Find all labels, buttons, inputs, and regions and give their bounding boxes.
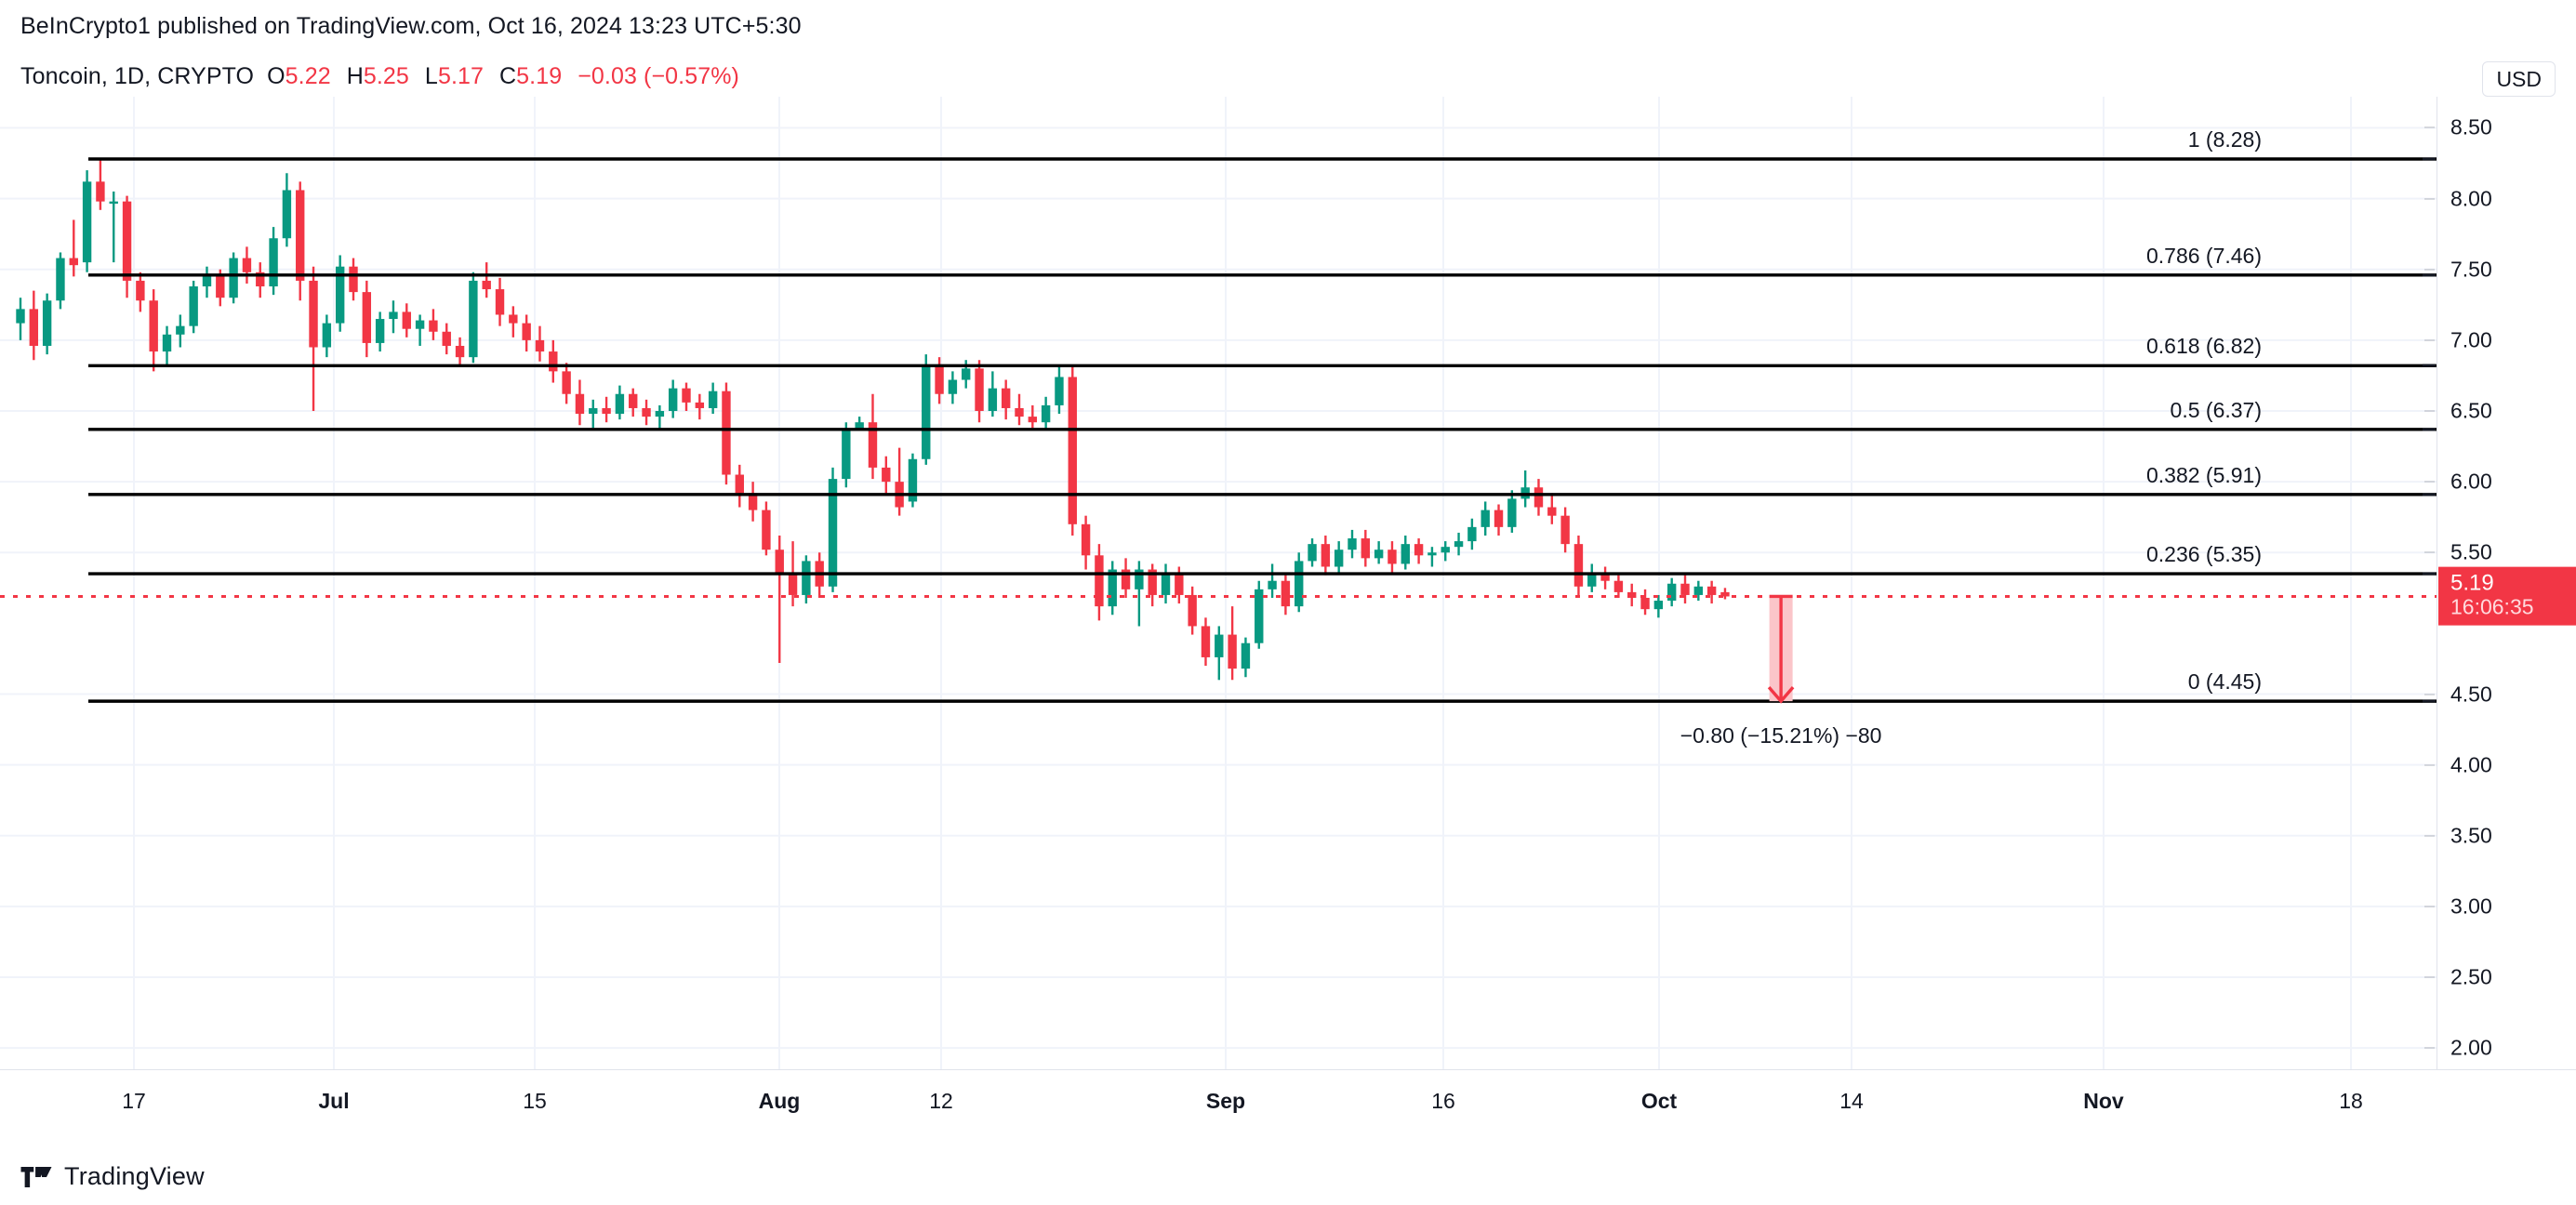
time-axis-day-tick: 12	[929, 1089, 953, 1113]
fib-tick-mark	[2423, 699, 2436, 703]
price-axis-tick: 2.50	[2450, 964, 2492, 989]
chart-pane: −0.80 (−15.21%) −80 1 (8.28) 0.786 (7.46)…	[0, 97, 2576, 1069]
open-value: 5.22	[285, 62, 331, 89]
time-axis-day-tick: 17	[122, 1089, 146, 1113]
price-tick-mark	[2424, 694, 2435, 695]
price-tick-mark	[2424, 764, 2435, 766]
high-value: 5.25	[363, 62, 409, 89]
fib-level-label: 0.382 (5.91)	[2145, 462, 2262, 487]
price-axis[interactable]: 5.19 16:06:35 8.50 8.00 7.50 7.00 6.50 6.00 5.…	[2423, 97, 2576, 1069]
time-axis-day-tick: 18	[2339, 1089, 2363, 1113]
chart-legend: Toncoin, 1D, CRYPTO O5.22 H5.25 L5.17 C5…	[0, 56, 2576, 97]
price-axis-tick: 2.00	[2450, 1035, 2492, 1060]
currency-unit-badge[interactable]: USD	[2482, 61, 2556, 97]
price-axis-tick: 3.00	[2450, 894, 2492, 919]
candlestick-series	[0, 97, 2437, 1069]
tradingview-footer: TradingView	[20, 1162, 205, 1191]
price-axis-tick: 4.50	[2450, 682, 2492, 707]
low-value: 5.17	[437, 62, 484, 89]
close-label: C	[499, 62, 517, 89]
current-price-badge[interactable]: 5.19 16:06:35	[2438, 567, 2576, 626]
time-axis[interactable]: 17 Jul 15 Aug 12 Sep 16 Oct 14 Nov 18	[0, 1069, 2576, 1125]
price-tick-mark	[2424, 835, 2435, 837]
fib-tick-mark	[2423, 493, 2436, 497]
price-axis-tick: 3.50	[2450, 823, 2492, 848]
time-axis-month-tick: Aug	[758, 1089, 801, 1113]
time-axis-day-tick: 14	[1839, 1089, 1864, 1113]
ohlc-close: C5.19	[499, 63, 562, 90]
change-value: −0.03 (−0.57%)	[578, 62, 739, 89]
price-tick-mark	[2424, 906, 2435, 907]
fib-tick-mark	[2423, 273, 2436, 277]
close-value: 5.19	[516, 62, 563, 89]
price-axis-tick: 8.00	[2450, 186, 2492, 211]
fib-level-label: 1 (8.28)	[2187, 126, 2262, 152]
price-axis-tick: 7.00	[2450, 327, 2492, 352]
price-axis-tick: 6.00	[2450, 469, 2492, 494]
current-price-value: 5.19	[2450, 571, 2494, 597]
ohlc-open: O5.22	[267, 63, 331, 90]
publisher-text: BeInCrypto1 published on TradingView.com…	[20, 12, 802, 39]
fib-level-label: 0.618 (6.82)	[2145, 334, 2262, 359]
time-axis-month-tick: Nov	[2083, 1089, 2124, 1113]
high-label: H	[346, 62, 364, 89]
fib-tick-mark	[2423, 364, 2436, 367]
symbol-title[interactable]: Toncoin, 1D, CRYPTO	[20, 62, 255, 89]
countdown-timer: 16:06:35	[2450, 594, 2534, 619]
tradingview-logo-icon	[20, 1166, 52, 1187]
fib-tick-mark	[2423, 428, 2436, 431]
price-axis-tick: 6.50	[2450, 398, 2492, 423]
price-tick-mark	[2424, 551, 2435, 553]
price-tick-mark	[2424, 481, 2435, 483]
ohlc-high: H5.25	[347, 63, 409, 90]
price-tick-mark	[2424, 410, 2435, 412]
price-tick-mark	[2424, 198, 2435, 200]
low-label: L	[424, 62, 438, 89]
price-tick-mark	[2424, 126, 2435, 128]
price-axis-tick: 4.00	[2450, 752, 2492, 777]
fib-level-label: 0.786 (7.46)	[2145, 243, 2262, 268]
time-axis-month-tick: Sep	[1205, 1089, 1246, 1113]
price-tick-mark	[2424, 339, 2435, 341]
time-axis-month-tick: Oct	[1640, 1089, 1678, 1113]
fib-level-label: 0.236 (5.35)	[2145, 542, 2262, 567]
price-tick-mark	[2424, 269, 2435, 271]
time-axis-day-tick: 15	[523, 1089, 547, 1113]
time-axis-month-tick: Jul	[318, 1089, 350, 1113]
tradingview-brand-name: TradingView	[64, 1162, 205, 1190]
price-axis-tick: 5.50	[2450, 539, 2492, 564]
time-axis-day-tick: 16	[1431, 1089, 1455, 1113]
open-label: O	[267, 62, 285, 89]
measurement-annotation: −0.80 (−15.21%) −80	[1680, 723, 1882, 748]
price-tick-mark	[2424, 976, 2435, 978]
price-axis-tick: 8.50	[2450, 114, 2492, 139]
fib-tick-mark	[2423, 572, 2436, 576]
fib-level-label: 0.5 (6.37)	[2170, 397, 2262, 422]
ohlc-low: L5.17	[425, 63, 484, 90]
fib-tick-mark	[2423, 157, 2436, 161]
plot-area[interactable]: −0.80 (−15.21%) −80 1 (8.28) 0.786 (7.46)…	[0, 97, 2437, 1069]
price-tick-mark	[2424, 1047, 2435, 1049]
price-axis-tick: 7.50	[2450, 257, 2492, 282]
fib-level-label: 0 (4.45)	[2187, 669, 2262, 695]
publisher-header: BeInCrypto1 published on TradingView.com…	[0, 0, 2576, 52]
